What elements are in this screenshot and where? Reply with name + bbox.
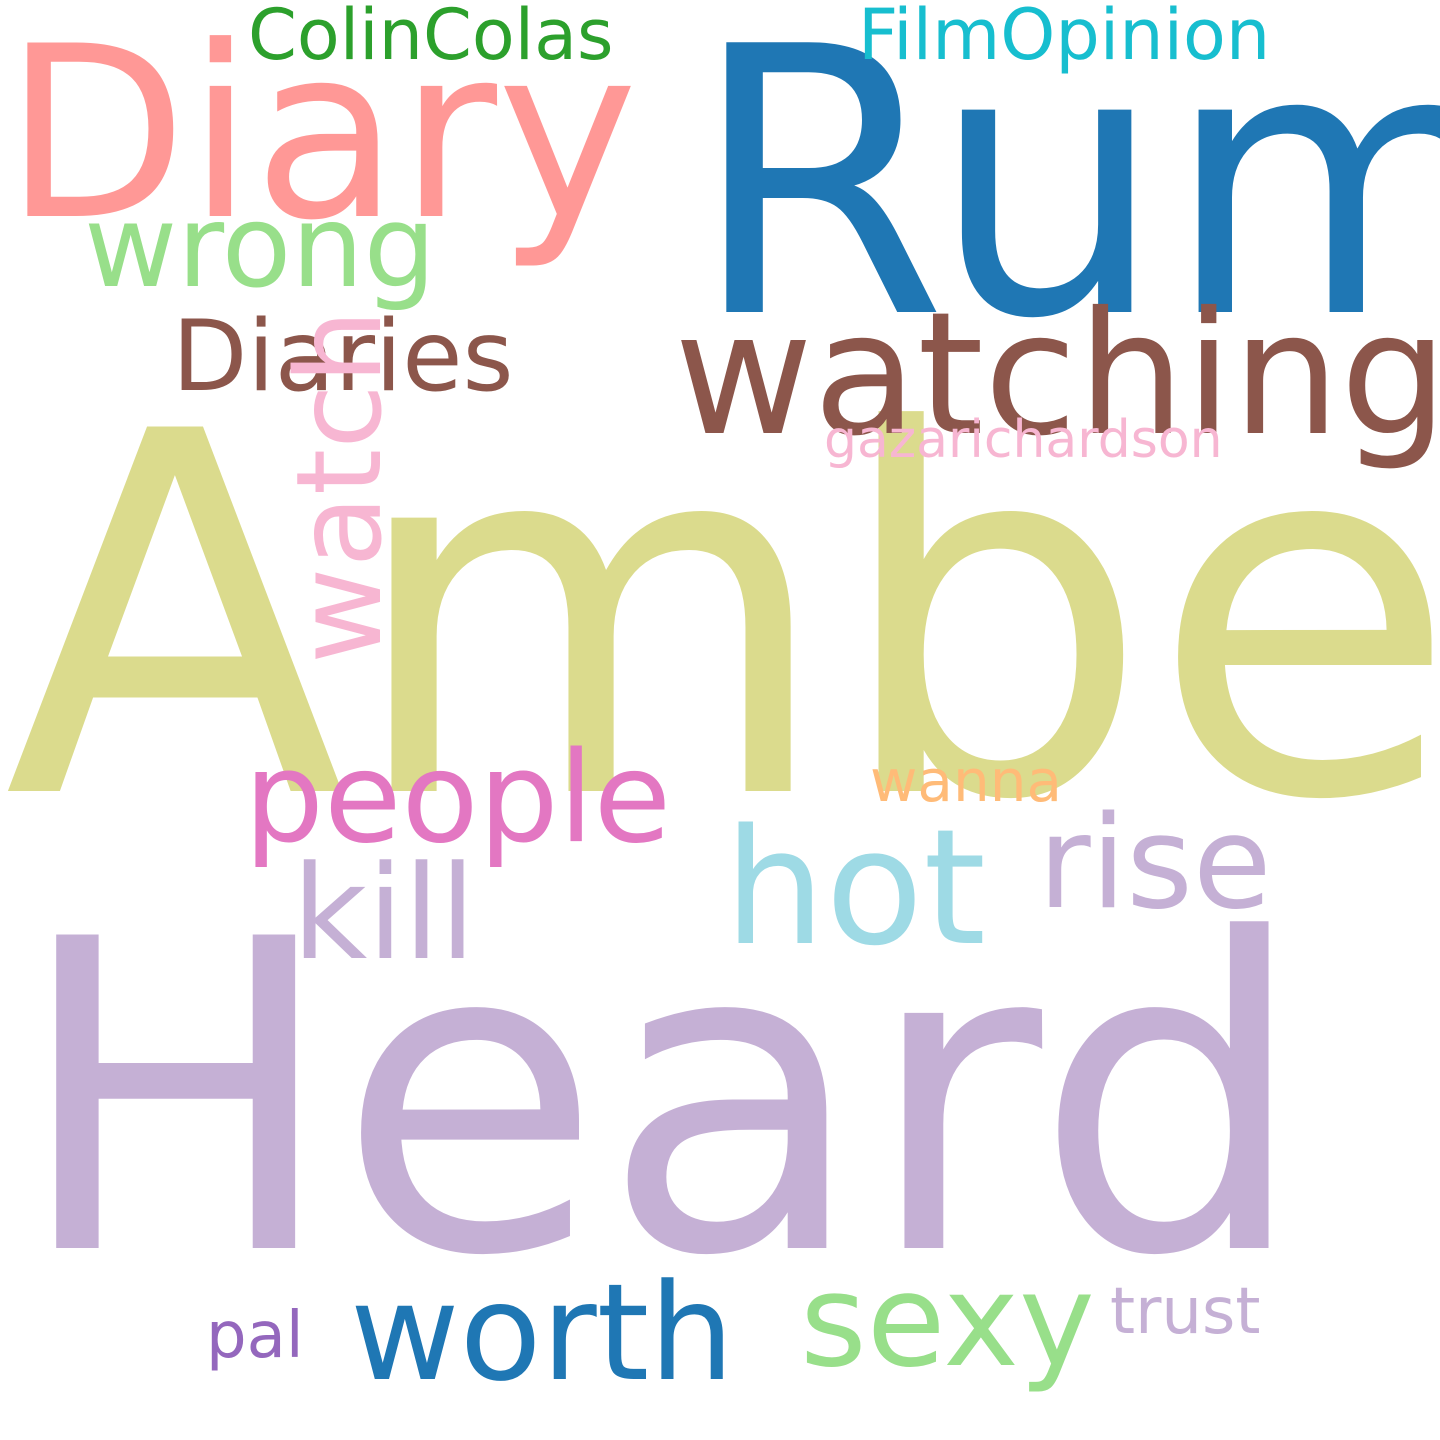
word-watching: watching xyxy=(674,276,1440,474)
word-kill: kill xyxy=(292,837,476,989)
word-rum: Rum xyxy=(690,0,1440,400)
word-diaries: Diaries xyxy=(172,300,514,414)
word-wanna: wanna xyxy=(870,747,1063,815)
word-colincolas: ColinColas xyxy=(248,0,614,76)
word-people: people xyxy=(244,724,672,871)
word-diary: Diary xyxy=(4,0,638,273)
word-hot: hot xyxy=(724,794,987,981)
word-amber: Amber xyxy=(4,327,1440,909)
word-rise: rise xyxy=(1038,789,1272,938)
word-heard: Heard xyxy=(14,850,1308,1350)
word-pal: pal xyxy=(206,1299,304,1373)
word-gazarichardson: gazarichardson xyxy=(824,410,1223,470)
word-trust: trust xyxy=(1110,1275,1261,1349)
word-filmopinion: FilmOpinion xyxy=(858,0,1271,76)
word-sexy: sexy xyxy=(800,1247,1095,1396)
word-worth: worth xyxy=(350,1255,735,1411)
word-wrong: wrong xyxy=(84,180,436,313)
word-watch: watch xyxy=(270,309,408,664)
